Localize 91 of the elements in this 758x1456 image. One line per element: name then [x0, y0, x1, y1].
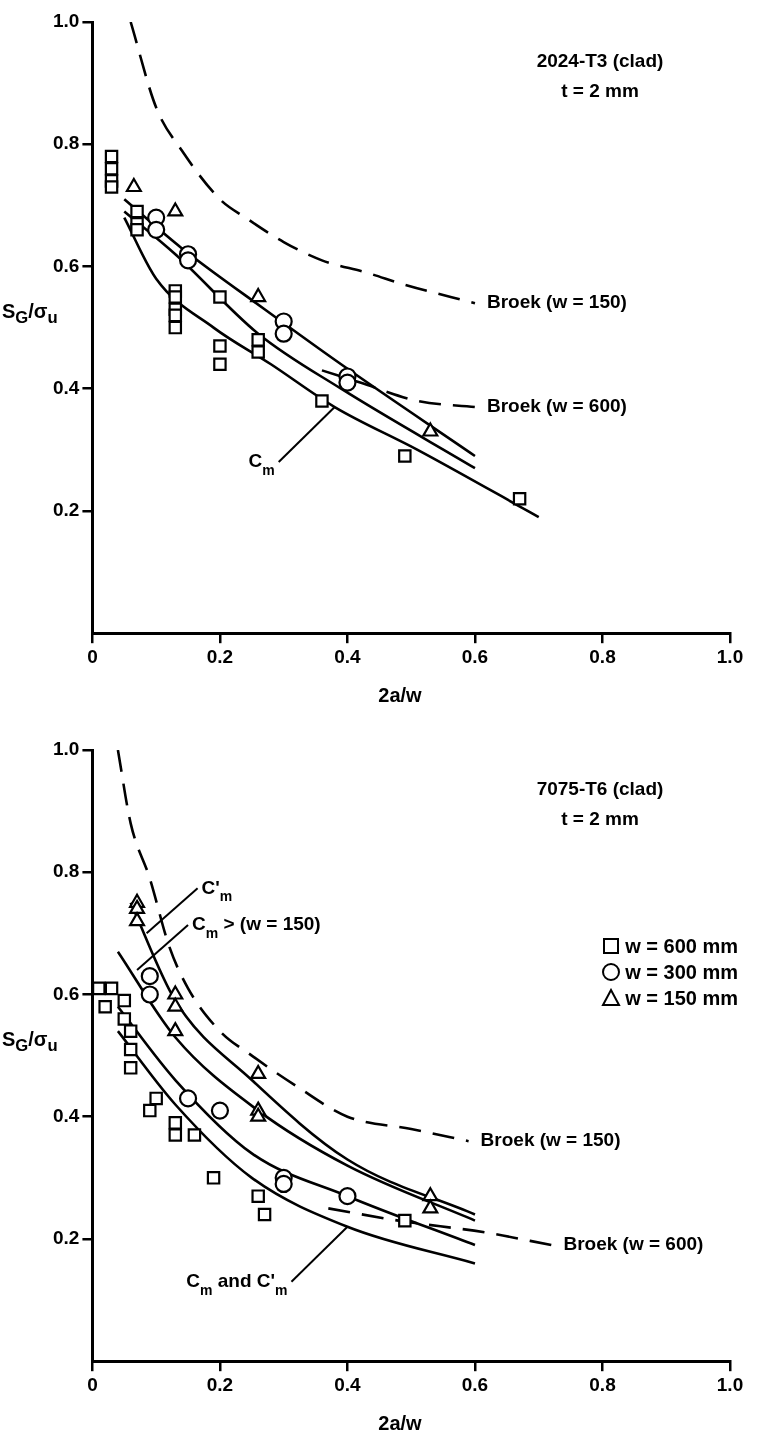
point: [168, 290, 183, 304]
x-tick-label: 0.2: [206, 1373, 234, 1395]
annotation: 7075-T6 (clad): [536, 778, 664, 800]
annotation: t = 2 mm: [561, 80, 639, 102]
point: [168, 320, 183, 335]
point: [398, 1213, 412, 1228]
point: [129, 912, 146, 927]
point: [117, 993, 132, 1008]
point: [130, 204, 144, 219]
point: [257, 1207, 272, 1222]
y-axis-title: S$_{G}$/σ$_{u}$: [2, 300, 58, 328]
point: [398, 449, 412, 463]
y-axis-title: S$_{G}$/σ$_{u}$: [2, 1028, 58, 1056]
point: [338, 373, 357, 392]
point: [422, 1199, 439, 1214]
point: [338, 1187, 357, 1206]
line-series: [116, 750, 470, 1143]
point: [178, 1089, 198, 1108]
y-tick-label: 0.4: [52, 1104, 80, 1126]
point: [213, 339, 227, 353]
x-tick-label: 0.8: [589, 1373, 616, 1395]
point: [104, 981, 119, 996]
y-tick-label: 0.6: [52, 254, 80, 276]
point: [167, 985, 184, 1000]
point: [187, 1128, 202, 1142]
legend-label: w = 300 mm: [625, 960, 738, 984]
y-tick-label: 0.2: [52, 499, 80, 521]
point: [213, 357, 227, 372]
y-tick-label: 1.0: [52, 738, 80, 760]
annotation: 2024-T3 (clad): [536, 50, 664, 72]
series-label: Broek (w = 150): [486, 291, 627, 313]
series-label: Broek (w = 150): [480, 1129, 621, 1151]
x-tick-label: 0.4: [334, 645, 362, 667]
point: [98, 999, 112, 1014]
point: [129, 899, 146, 915]
x-axis-title: 2a/w: [378, 684, 422, 706]
point: [117, 1012, 132, 1026]
point: [250, 1064, 267, 1080]
line-series: [122, 216, 541, 519]
point: [167, 1022, 184, 1037]
y-tick-label: 0.8: [52, 860, 80, 882]
point: [143, 1103, 157, 1118]
y-tick-label: 0.2: [52, 1227, 80, 1249]
x-axis-title: 2a/w: [378, 1412, 422, 1434]
point: [274, 324, 293, 343]
x-tick-label: 0.6: [461, 1373, 489, 1395]
x-tick-label: 1.0: [716, 1373, 744, 1395]
y-tick-label: 1.0: [52, 10, 80, 32]
y-tick-label: 0.4: [52, 376, 80, 398]
line-series: [129, 22, 477, 305]
series-label: Broek (w = 600): [563, 1233, 704, 1255]
point: [315, 394, 329, 408]
point: [422, 422, 439, 437]
point: [167, 202, 184, 217]
legend-label: w = 600 mm: [625, 934, 738, 958]
point: [167, 997, 184, 1012]
point: [251, 1189, 265, 1203]
point: [104, 180, 119, 194]
point: [123, 1061, 138, 1075]
point: [130, 223, 144, 237]
x-tick-label: 0.6: [461, 645, 489, 667]
point: [206, 1171, 221, 1185]
point: [168, 1128, 183, 1142]
point: [123, 1024, 138, 1038]
annotation: t = 2 mm: [561, 808, 639, 830]
point: [250, 1107, 267, 1122]
x-tick-label: 0.4: [334, 1373, 362, 1395]
point: [125, 177, 142, 193]
series-label: Broek (w = 600): [486, 395, 627, 417]
y-tick-label: 0.8: [52, 132, 80, 154]
point: [149, 1091, 163, 1106]
x-tick-label: 0.2: [206, 645, 234, 667]
point: [250, 287, 267, 303]
x-tick-label: 0.8: [589, 645, 616, 667]
point: [274, 1174, 293, 1194]
x-tick-label: 0: [87, 645, 98, 667]
point: [140, 985, 159, 1004]
y-tick-label: 0.6: [52, 982, 80, 1004]
point: [123, 1042, 138, 1057]
x-tick-label: 1.0: [716, 645, 744, 667]
point: [422, 1187, 439, 1202]
point: [147, 220, 166, 239]
legend-label: w = 150 mm: [625, 986, 738, 1010]
point: [251, 345, 265, 359]
point: [140, 967, 159, 986]
point: [512, 491, 527, 506]
point: [251, 333, 265, 347]
point: [213, 290, 227, 304]
point: [210, 1101, 230, 1120]
point: [178, 251, 198, 270]
x-tick-label: 0: [87, 1373, 98, 1395]
